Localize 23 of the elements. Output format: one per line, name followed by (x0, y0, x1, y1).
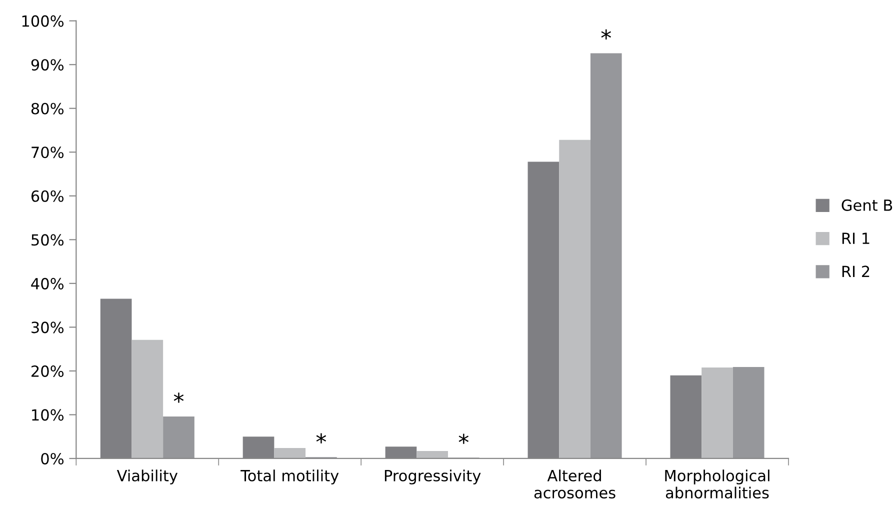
x-tick-label: Viability (116, 470, 178, 484)
y-tick-label: 100% (22, 15, 64, 27)
x-tick-label: Altered acrosomes (534, 470, 616, 499)
y-tick-label: 60% (31, 190, 64, 202)
x-tick-label: Morphological abnormalities (665, 470, 770, 499)
y-tick-label: 80% (31, 102, 64, 114)
y-tick-label: 10% (32, 409, 64, 421)
legend-label: RI 1 (842, 232, 870, 244)
y-tick-label: 0% (41, 452, 64, 464)
data-label: * (316, 433, 326, 444)
y-tick-label: 50% (32, 234, 64, 246)
y-tick-label: 30% (32, 322, 64, 334)
y-tick-label: 90% (31, 59, 64, 71)
y-tick-label: 70% (32, 146, 64, 158)
data-label: * (174, 392, 184, 403)
x-tick-label: Total motility (240, 470, 339, 484)
data-label: * (601, 29, 612, 40)
x-tick-label: Progressivity (384, 470, 481, 484)
legend-label: Gent B (842, 199, 892, 211)
legend-label: RI 2 (842, 266, 870, 277)
y-tick-label: 20% (32, 365, 64, 377)
y-tick-label: 40% (31, 278, 64, 290)
data-label: * (458, 434, 469, 444)
